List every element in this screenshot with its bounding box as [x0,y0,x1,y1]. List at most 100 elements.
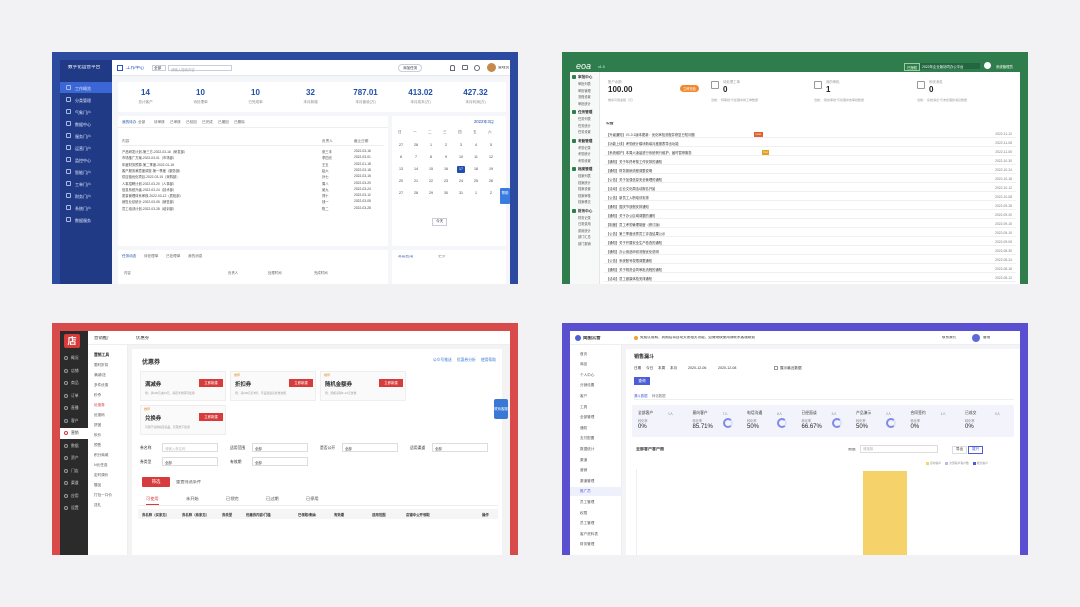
tab[interactable]: 我的待办 [122,120,137,124]
calendar-day[interactable]: 7 [415,155,417,159]
date-tab[interactable]: 本周 [658,366,666,370]
tab[interactable]: 待审核 [154,120,165,124]
filter-input[interactable]: 全部 [432,443,488,452]
sidebar-item[interactable]: 部门汇总 [578,235,591,239]
list-item[interactable]: 【通知】财务报销流程调整说明 2022-10-24 [604,165,1016,174]
filter-button[interactable]: 筛选 [142,477,170,487]
stat-card[interactable]: 32 本月新增 [283,82,338,112]
calendar-day[interactable]: 18 [474,167,478,171]
sidebar-item[interactable]: 数据统计 [570,444,622,453]
table-row[interactable]: 产品研发计划-第三方-2022-03-16（研发部） 张三丰 2022-03-16 [122,148,384,154]
sub-tab[interactable]: 转化数据 [652,394,666,398]
calendar-day[interactable]: 11 [474,155,478,159]
calendar-today-button[interactable]: 今天 [432,218,448,226]
search-input[interactable]: 请输入搜索内容 [168,65,232,72]
calendar-day[interactable]: 17 [457,166,465,173]
sidebar-item[interactable]: 资产 [60,453,88,464]
tab[interactable]: 全部 [138,120,146,124]
coupon-card[interactable]: 满减券 例：满100元减10元，满足条件即可使用 立即新建 [140,371,226,401]
avatar[interactable] [984,62,991,69]
sidebar-item[interactable]: 审批管理 [578,88,591,93]
sidebar-item[interactable]: 数据 [60,441,88,452]
status-tab[interactable]: 已停用 [306,496,319,501]
status-tab[interactable]: 可使用 [146,496,159,505]
sidebar-item[interactable]: 工作概览 [60,82,112,93]
sub-item[interactable]: 拼团 [94,423,102,427]
sub-item[interactable]: N元任选 [94,463,108,467]
sidebar-section[interactable]: 财务中心 [572,208,600,214]
sidebar-item[interactable]: 档案移交 [578,200,591,204]
sidebar-item[interactable]: 营销 [570,466,622,475]
sidebar-item[interactable]: 通知 [570,423,622,432]
sidebar-item[interactable]: 客户 [60,416,88,427]
kpi-card[interactable]: 已成交 0人 转化率 0% [959,405,1013,437]
filter-input[interactable]: 请输入券名称 [162,443,218,452]
sidebar-item[interactable]: 设置 [60,503,88,514]
expand-button[interactable]: 展开 [968,446,984,454]
calendar-day[interactable]: 9 [445,155,447,159]
list-item[interactable]: 【系统维护】本周六凌晨进行系统例行维护，届时暂停服务 hot 2022-11-05 [604,147,1016,156]
sub-item[interactable]: 多件优惠 [94,383,109,387]
sidebar-item[interactable]: 费用统计 [578,228,591,233]
sidebar-item[interactable]: 商品 [60,378,88,389]
apps-more-link[interactable]: 更多 [438,255,446,258]
sidebar-item[interactable]: 任务列表 [578,117,591,121]
top-link[interactable]: 使用帮助 [480,358,496,362]
tab[interactable]: 已完成 [202,120,213,124]
help-float-button[interactable]: 帮助 [500,188,510,204]
top-nav[interactable]: 营销推广 [94,336,112,340]
sidebar-section[interactable]: 考勤管理 [572,138,600,144]
calendar-day[interactable]: 1 [475,191,477,195]
sidebar-item[interactable]: 系统门户 [60,202,112,213]
sub-item[interactable]: 优惠券 [94,403,105,407]
list-item[interactable]: 【公告】第三季度优秀员工评选结果公示 2022-09-10 [604,228,1016,237]
sidebar-item[interactable]: 档案统计 [578,180,591,185]
new-coupon-button[interactable]: 立即新建 [379,379,403,387]
date-tab[interactable]: 日期 [634,366,642,370]
contact-float-button[interactable]: 联系客服 [494,399,508,419]
calendar-day[interactable]: 22 [429,179,433,183]
status-tab[interactable]: 未开始 [186,496,199,501]
kpi-card[interactable]: 意向客户 7人 转化率 85.71% [687,405,741,437]
sidebar-section[interactable]: 任务管理 [572,109,600,115]
list-item[interactable]: 【升级通知】V1.0.1版本更新：优化审批流程并修复已知问题 new 2022-11… [604,129,1016,138]
sidebar-item[interactable]: 客户 [570,391,622,400]
bottom-tab[interactable]: 我的消息 [188,254,203,258]
calendar-day[interactable]: 20 [399,179,403,183]
top-link[interactable]: 公众号推送 [432,358,452,362]
calendar-day[interactable]: 31 [459,191,463,195]
message-icon[interactable] [462,65,468,70]
sidebar-item[interactable]: 门店 [60,466,88,477]
avatar[interactable] [487,63,496,72]
sidebar-item[interactable]: 数据服务 [60,214,112,225]
sidebar-item[interactable]: 工单门户 [60,178,112,189]
calendar-day[interactable]: 5 [490,143,492,147]
tab[interactable]: 已驳回 [186,120,197,124]
calendar-day[interactable]: 26 [489,179,493,183]
sidebar-item[interactable]: 渠道 [60,478,88,489]
top-link[interactable]: 优惠券分析 [456,358,476,362]
sidebar-item[interactable]: 考勤设置 [578,158,591,163]
stat-card[interactable]: 413.02 本月成本(万) [393,82,448,112]
sidebar-item[interactable]: 运营门户 [60,142,112,153]
tab[interactable]: 已删除 [234,120,245,124]
calendar-day[interactable]: 3 [460,143,462,147]
date-tab[interactable]: 今日 [646,366,654,370]
calendar-day[interactable]: 24 [459,179,463,183]
settings-icon[interactable] [474,65,480,71]
sidebar-item[interactable]: 员工管理 [570,519,622,528]
table-row[interactable]: 供应链优化项目-2022-03-15（采购部） 孙七 2022-03-15 [122,173,384,179]
bottom-tab[interactable]: 待处理单 [144,254,159,258]
table-row[interactable]: 销售业绩统计-2022-03-05（销售部） 钱一 2022-03-05 [122,198,384,204]
status-tab[interactable]: 已领完 [226,496,239,501]
sidebar-item[interactable]: 商品 [570,360,622,369]
list-item[interactable]: 【制度】员工考勤管理制度（修订版） 2022-09-15 [604,219,1016,228]
filter-input[interactable]: 全部 [252,457,308,466]
sidebar-item[interactable]: 档案审核 [578,193,591,198]
summary-card[interactable]: 待处理工单 0 当前：“待审批”与处理中的工单数量 [707,76,807,116]
table-row[interactable]: 信息系统升级-2022-03-24（技术部） 吴九 2022-03-24 [122,186,384,192]
sidebar-item[interactable]: 应用 [60,491,88,502]
header-nav[interactable]: 工作中心 [126,66,145,70]
new-coupon-button[interactable]: 立即新建 [289,379,313,387]
reset-filter-link[interactable]: 重置筛选条件 [176,480,202,484]
